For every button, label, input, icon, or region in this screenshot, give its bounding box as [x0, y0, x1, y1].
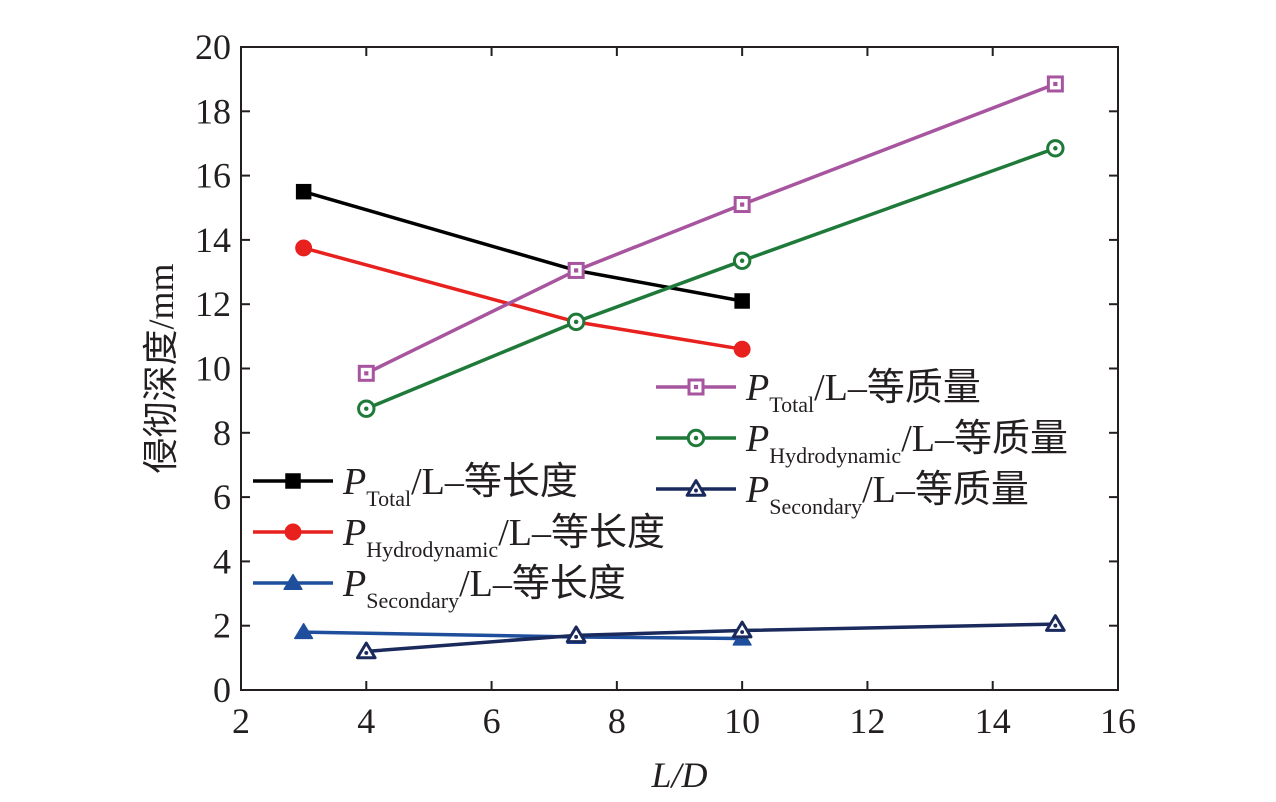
y-tick-label: 20: [195, 27, 231, 67]
marker-circle: [295, 239, 313, 257]
y-tick-label: 12: [195, 284, 231, 324]
marker-dot: [694, 488, 698, 493]
marker-square: [285, 473, 301, 489]
x-tick-label: 8: [608, 701, 626, 741]
legend-equal-length: PTotal/L–等长度PHydrodynamic/L–等长度PSecondar…: [253, 461, 665, 613]
legend-label: PTotal/L–等质量: [745, 367, 981, 417]
marker-triangle: [1045, 614, 1066, 632]
series-line: [303, 246, 743, 351]
marker-triangle: [685, 479, 707, 497]
marker-dot: [740, 630, 745, 634]
marker-dot: [739, 258, 745, 264]
series-2: [294, 622, 752, 646]
y-tick-label: 18: [195, 91, 231, 131]
marker-dot: [574, 268, 579, 273]
marker-dot: [1053, 146, 1058, 151]
marker-dot: [573, 319, 579, 325]
legend-entry: PSecondary/L–等质量: [656, 469, 1029, 519]
series-1: [295, 239, 751, 358]
marker-triangle: [283, 573, 303, 591]
y-tick-label: 14: [195, 220, 231, 260]
series-line: [365, 82, 1056, 375]
legend-equal-mass: PTotal/L–等质量PHydrodynamic/L–等质量PSecondar…: [656, 367, 1068, 519]
marker-dot: [1053, 81, 1058, 87]
x-tick-label: 12: [849, 701, 885, 741]
legend-label: PHydrodynamic/L–等长度: [342, 512, 665, 562]
marker-triangle: [294, 622, 314, 640]
y-tick-label: 8: [213, 413, 231, 453]
y-tick-label: 2: [213, 606, 231, 646]
y-tick-label: 4: [213, 541, 231, 581]
y-axis-title: 侵彻深度/mm: [141, 263, 181, 473]
marker-dot: [364, 406, 369, 411]
x-tick-label: 6: [483, 701, 501, 741]
marker-triangle: [565, 625, 587, 644]
legend-label: PSecondary/L–等质量: [745, 469, 1029, 519]
x-tick-label: 14: [975, 701, 1011, 741]
legend-entry: PHydrodynamic/L–等长度: [253, 512, 665, 562]
marker-dot: [693, 384, 699, 390]
x-tick-label: 10: [724, 701, 760, 741]
legend-entry: PTotal/L–等长度: [253, 461, 578, 511]
marker-circle: [284, 523, 302, 541]
marker-triangle: [355, 641, 377, 660]
marker-dot: [1053, 623, 1058, 628]
y-tick-label: 16: [195, 156, 231, 196]
legend-label: PHydrodynamic/L–等质量: [745, 418, 1068, 468]
x-tick-label: 4: [357, 701, 375, 741]
series-5: [355, 614, 1066, 660]
series-line: [366, 622, 1056, 654]
marker-dot: [364, 650, 369, 655]
marker-dot: [364, 371, 369, 376]
series-4: [357, 139, 1065, 418]
marker-square: [295, 183, 312, 200]
series-layer: [294, 75, 1066, 660]
legend-entry: PHydrodynamic/L–等质量: [656, 418, 1068, 468]
legend-label: PSecondary/L–等长度: [342, 563, 626, 613]
marker-dot: [693, 435, 699, 441]
y-tick-label: 10: [195, 349, 231, 389]
marker-circle: [733, 340, 751, 358]
series-0: [295, 183, 750, 309]
marker-triangle: [731, 620, 753, 639]
x-axis-title: L/D: [650, 755, 707, 795]
legend-entry: PTotal/L–等质量: [656, 367, 981, 417]
series-line: [365, 146, 1056, 411]
x-tick-label: 2: [232, 701, 250, 741]
y-tick-label: 6: [213, 477, 231, 517]
marker-dot: [740, 202, 745, 207]
marker-dot: [574, 634, 579, 639]
legend-label: PTotal/L–等长度: [342, 461, 578, 511]
series-3: [357, 75, 1064, 382]
x-tick-label: 16: [1100, 701, 1136, 741]
marker-square: [734, 293, 750, 309]
legend-entry: PSecondary/L–等长度: [253, 563, 626, 613]
y-tick-label: 0: [213, 670, 231, 710]
